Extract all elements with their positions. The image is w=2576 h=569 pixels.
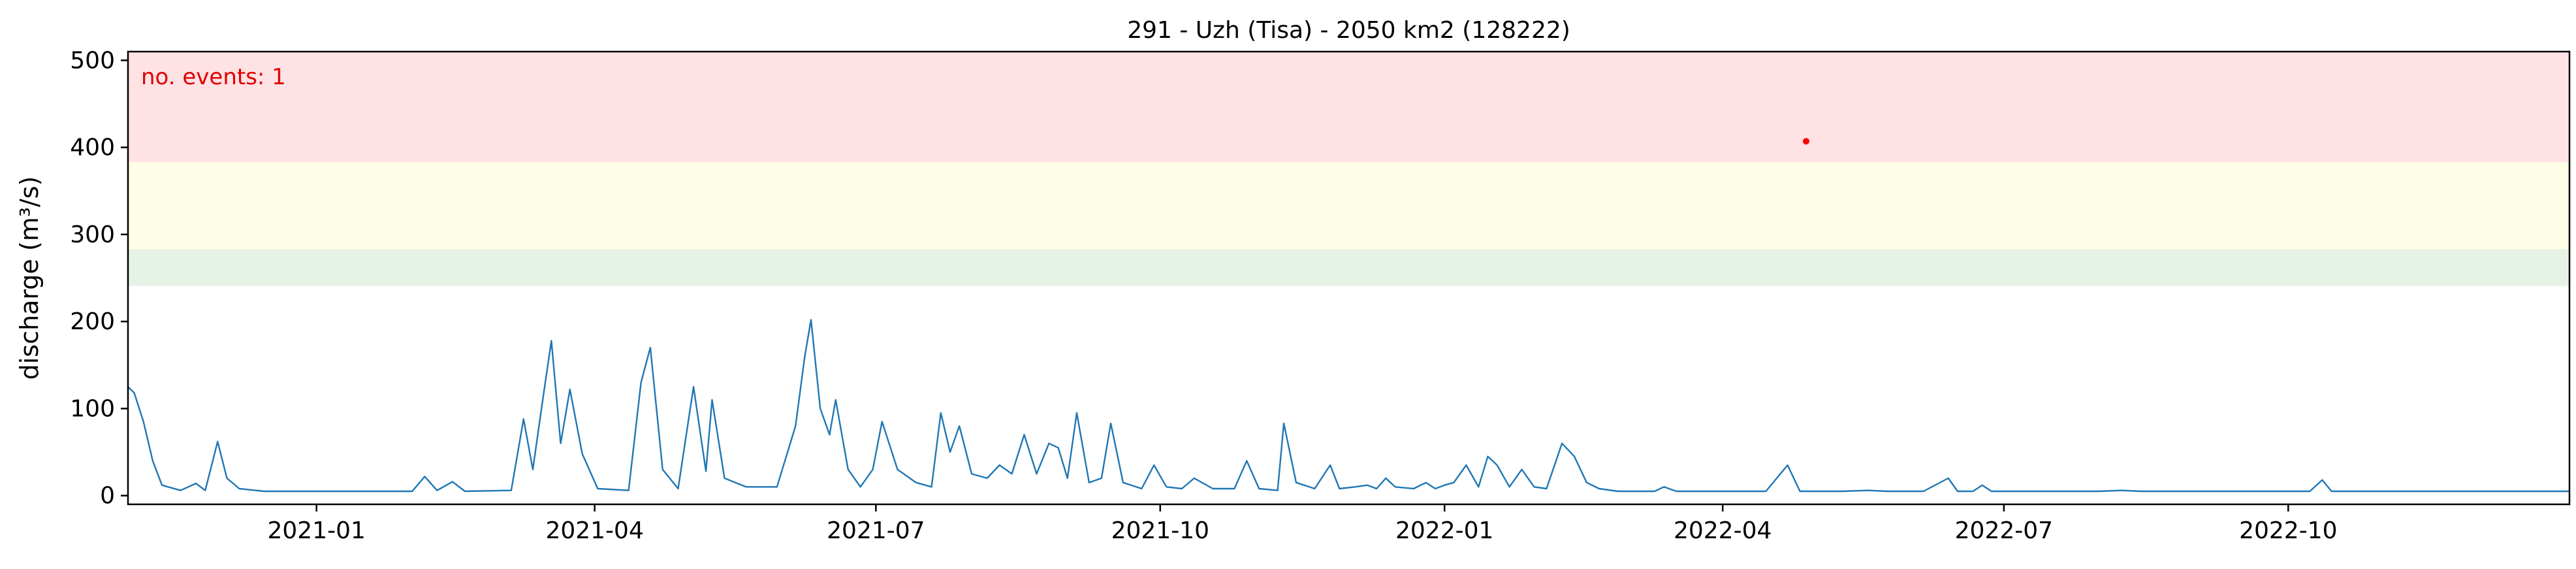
y-axis-ticks: 0 100 200 300 400 500 [70,47,128,510]
event-point [1802,138,1809,145]
events-annotation: no. events: 1 [141,64,286,90]
threshold-band-3 [128,52,2569,163]
y-axis-label: discharge (m³/s) [15,176,44,380]
x-tick-label: 2021-01 [267,517,365,544]
plot-frame [127,50,2571,506]
x-tick-label: 2022-04 [1674,517,1772,544]
series-layer [127,319,2569,493]
y-tick-label: 100 [70,395,115,422]
x-tick-label: 2022-07 [1955,517,2053,544]
x-tick-label: 2022-10 [2239,517,2337,544]
x-tick-label: 2021-07 [827,517,925,544]
threshold-bands [128,52,2569,286]
x-tick-label: 2021-04 [545,517,643,544]
y-tick-label: 300 [70,221,115,248]
threshold-band-2 [128,162,2569,250]
x-axis-ticks: 2021-01 2021-04 2021-07 2021-10 2022-01 2022-… [267,504,2338,544]
discharge-series-line [127,319,2569,493]
event-markers [1802,138,1809,145]
chart-title: 291 - Uzh (Tisa) - 2050 km2 (128222) [1127,17,1570,44]
y-tick-label: 0 [100,483,115,510]
x-tick-label: 2021-10 [1111,517,1209,544]
y-tick-label: 400 [70,135,115,161]
x-tick-label: 2022-01 [1395,517,1493,544]
y-tick-label: 500 [70,47,115,74]
threshold-band-1 [128,249,2569,286]
y-tick-label: 200 [70,308,115,335]
